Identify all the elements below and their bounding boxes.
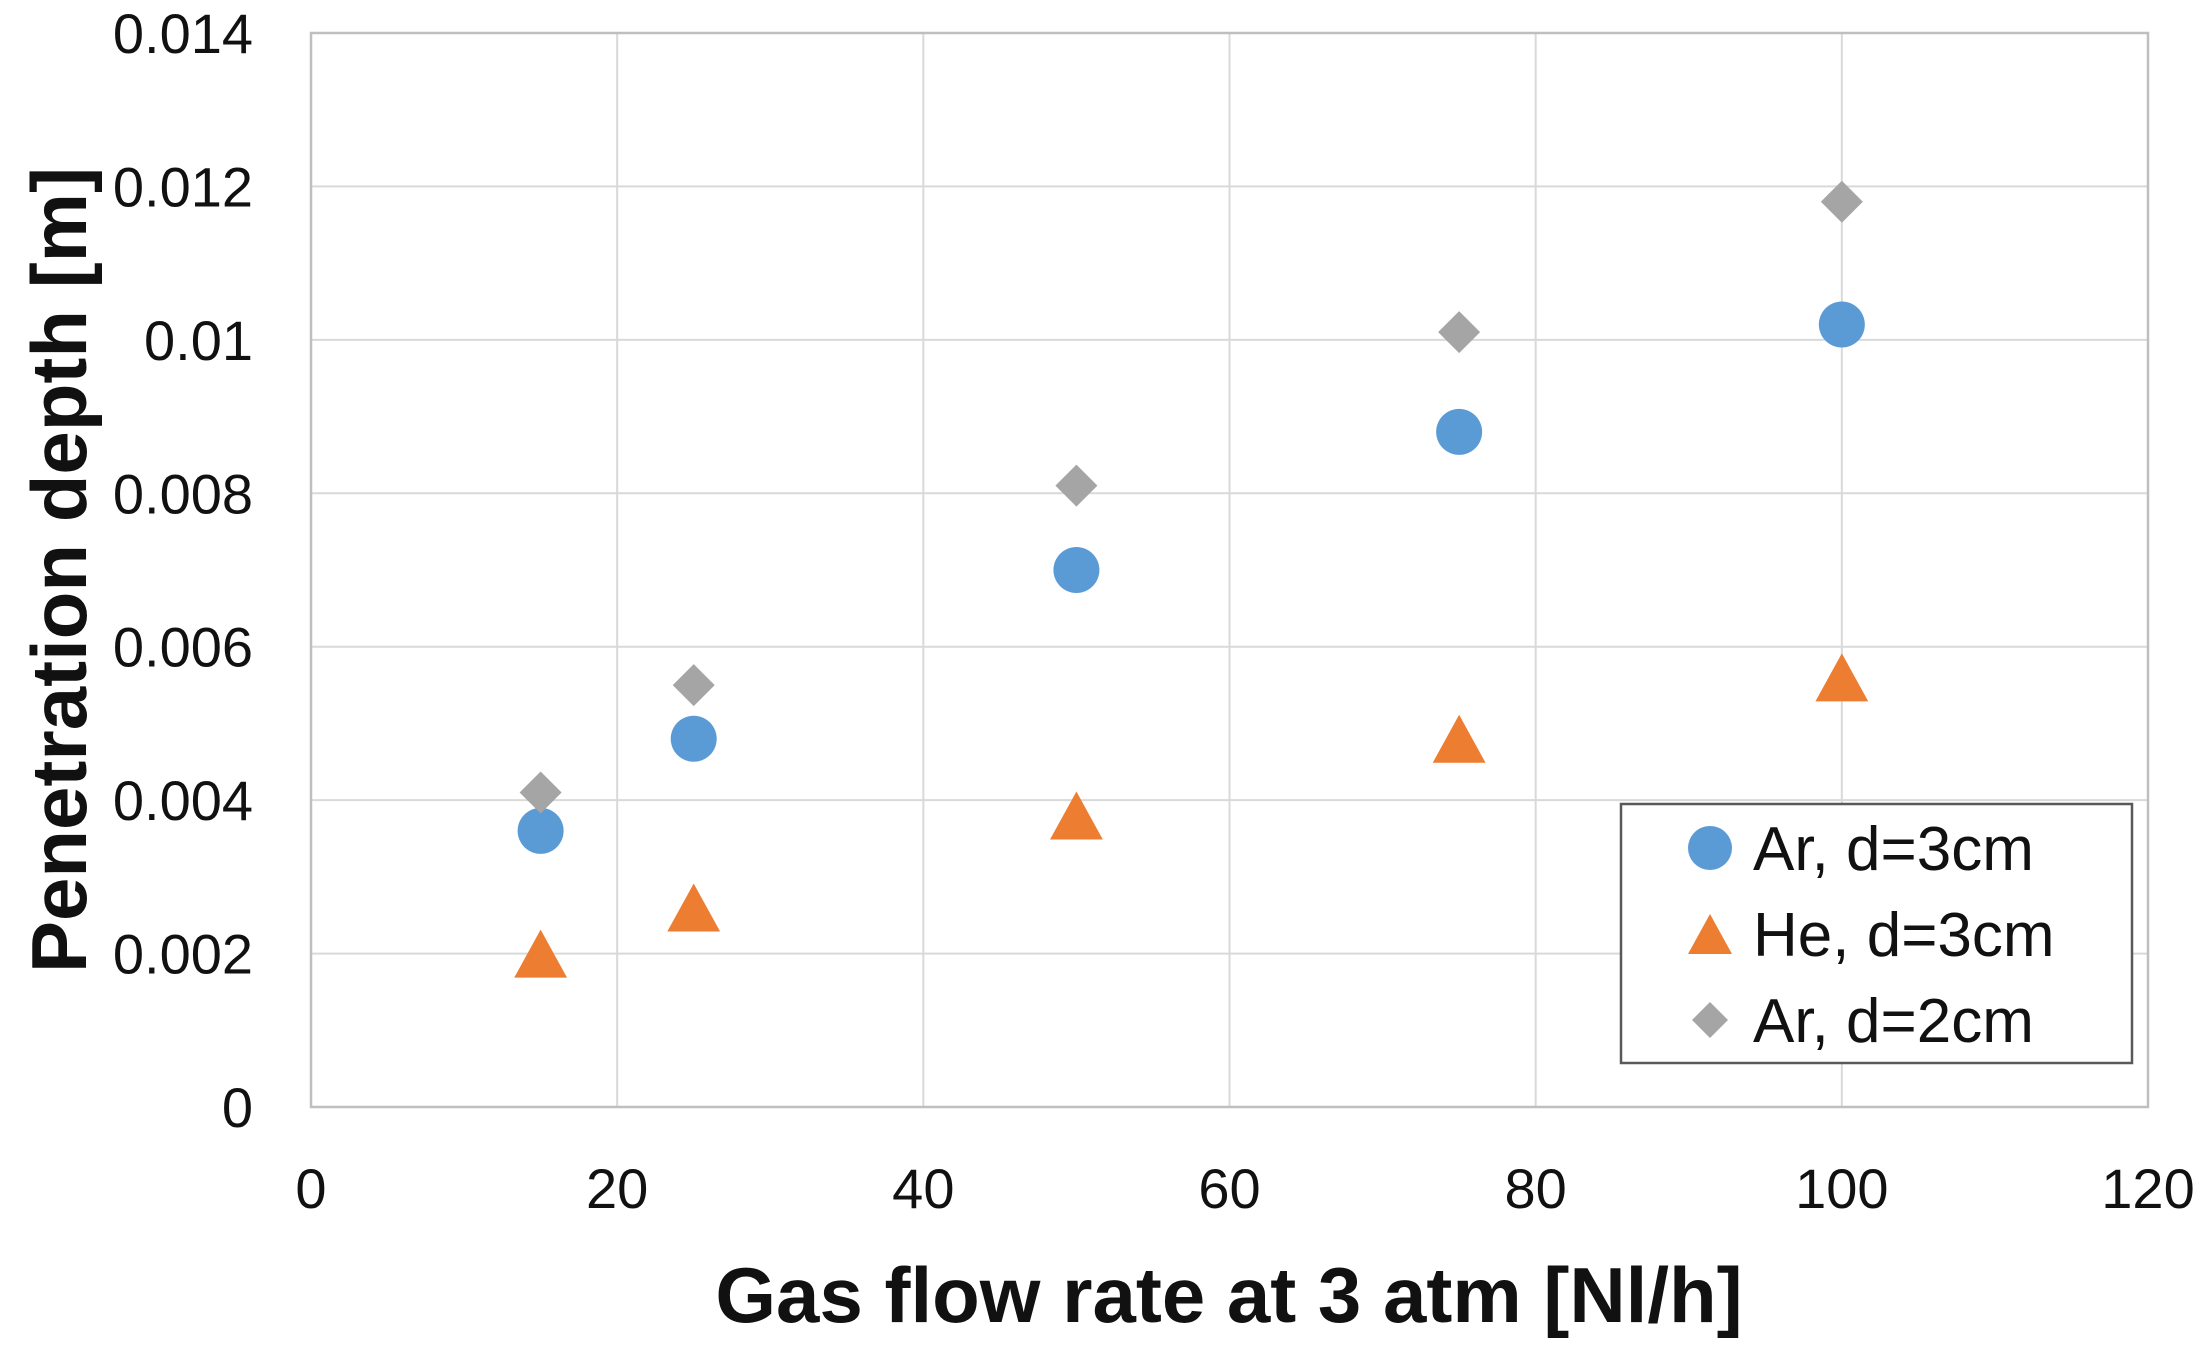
data-point bbox=[519, 771, 562, 814]
y-tick-label: 0.012 bbox=[113, 155, 253, 218]
data-point bbox=[1432, 714, 1486, 763]
data-point bbox=[1053, 547, 1100, 593]
legend: Ar, d=3cm He, d=3cm Ar, d=2cm bbox=[1619, 802, 2134, 1065]
x-tick-label: 20 bbox=[586, 1157, 648, 1220]
data-point bbox=[1815, 653, 1869, 702]
data-point bbox=[672, 664, 715, 707]
legend-label: He, d=3cm bbox=[1753, 901, 2055, 970]
plot-area-border bbox=[309, 31, 2150, 1109]
legend-item: He, d=3cm bbox=[1688, 901, 2055, 970]
data-point bbox=[1436, 408, 1483, 455]
x-tick-label: 0 bbox=[295, 1157, 326, 1220]
y-axis-title: Penetration depth [m] bbox=[15, 167, 103, 973]
legend-circle-icon bbox=[1688, 826, 1732, 870]
data-point bbox=[670, 715, 717, 762]
x-tick-label: 100 bbox=[1795, 1157, 1888, 1220]
x-tick-label: 120 bbox=[2101, 1157, 2194, 1220]
legend-triangle-icon bbox=[1688, 914, 1732, 954]
series-triangle bbox=[514, 653, 1869, 978]
y-tick-label: 0.006 bbox=[113, 616, 253, 679]
legend-label: Ar, d=3cm bbox=[1753, 815, 2034, 884]
x-tick-label: 80 bbox=[1505, 1157, 1567, 1220]
y-tick-labels: 0 0.002 0.004 0.006 0.008 0.01 0.012 0.014 bbox=[113, 2, 253, 1139]
x-tick-label: 60 bbox=[1198, 1157, 1260, 1220]
y-tick-label: 0.014 bbox=[113, 2, 253, 65]
y-tick-label: 0.002 bbox=[113, 923, 253, 986]
data-point bbox=[1055, 464, 1098, 507]
legend-label: Ar, d=2cm bbox=[1753, 987, 2034, 1056]
legend-item: Ar, d=2cm bbox=[1692, 987, 2034, 1056]
data-point bbox=[517, 807, 564, 854]
y-tick-label: 0 bbox=[222, 1076, 253, 1139]
data-point bbox=[1050, 791, 1103, 840]
data-point bbox=[667, 883, 721, 932]
y-tick-label: 0.01 bbox=[144, 309, 253, 372]
data-point bbox=[1818, 301, 1865, 348]
data-point bbox=[1820, 180, 1863, 223]
y-tick-label: 0.004 bbox=[113, 769, 253, 832]
data-point bbox=[1438, 311, 1481, 354]
x-tick-labels: 0 20 40 60 80 100 120 bbox=[295, 1157, 2194, 1220]
x-axis-title: Gas flow rate at 3 atm [Nl/h] bbox=[715, 1251, 1742, 1339]
legend-diamond-icon bbox=[1692, 1002, 1728, 1038]
series-diamond bbox=[519, 180, 1863, 814]
legend-item: Ar, d=3cm bbox=[1688, 815, 2034, 884]
data-points bbox=[514, 180, 1869, 978]
data-point bbox=[514, 929, 568, 978]
y-tick-label: 0.008 bbox=[113, 462, 253, 525]
series-circle bbox=[517, 301, 1865, 854]
x-tick-label: 40 bbox=[892, 1157, 954, 1220]
